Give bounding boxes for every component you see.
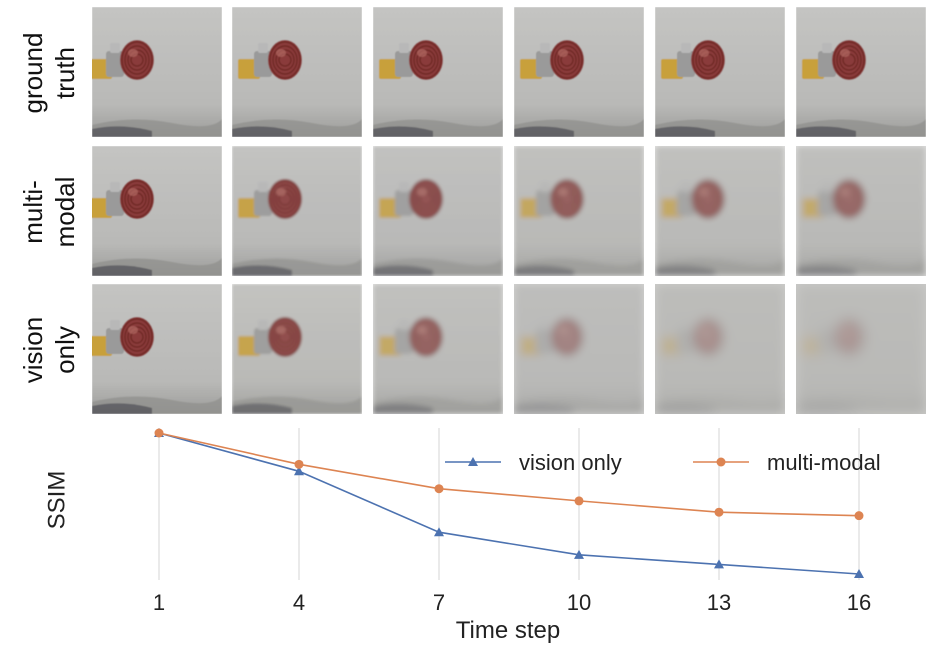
series-multi-modal <box>154 428 864 521</box>
frame-multi_modal-4 <box>514 146 644 276</box>
series-lines <box>154 428 864 578</box>
legend-marker <box>716 457 726 467</box>
legend-item: vision only <box>445 450 622 475</box>
row-label-line-2: truth <box>50 46 80 100</box>
data-point <box>854 511 864 521</box>
frame-vision_only-4 <box>514 284 644 414</box>
x-tick-label: 16 <box>847 590 871 615</box>
row-label-ground-truth: ground truth <box>4 8 94 138</box>
grid-lines <box>158 428 860 580</box>
row-label-line-1: multi- <box>18 180 48 244</box>
frame-ground_truth-4 <box>514 7 644 137</box>
frame-ground_truth-6 <box>796 7 926 137</box>
legend-item: multi-modal <box>693 450 881 475</box>
x-tick-label: 1 <box>153 590 165 615</box>
data-point <box>574 496 584 506</box>
frame-vision_only-3 <box>373 284 503 414</box>
row-label-line-2: modal <box>50 176 80 248</box>
data-point <box>294 459 304 469</box>
frame-ground_truth-3 <box>373 7 503 137</box>
legend-label: multi-modal <box>767 450 881 475</box>
row-label-multi-modal: multi-modal <box>4 147 94 277</box>
frame-ground_truth-1 <box>92 7 222 137</box>
data-point <box>714 507 724 517</box>
legend: vision only multi-modal <box>445 450 881 475</box>
x-tick-labels: 1 4 7 10 13 16 <box>153 590 871 615</box>
x-tick-label: 4 <box>293 590 305 615</box>
series-vision-only <box>154 428 864 578</box>
frame-vision_only-6 <box>796 284 926 414</box>
row-label-line-1: ground <box>18 32 48 114</box>
y-axis-label: SSIM <box>43 471 70 530</box>
frame-multi_modal-2 <box>232 146 362 276</box>
data-point <box>434 484 444 494</box>
series-line <box>158 432 860 575</box>
frame-multi_modal-3 <box>373 146 503 276</box>
data-point <box>854 569 864 578</box>
ssim-line-chart: 1 4 7 10 13 16 SSIM Time step vision only mult… <box>43 428 881 644</box>
data-point <box>434 527 444 537</box>
frame-multi_modal-1 <box>92 146 222 276</box>
row-label-line-1: vision <box>18 316 48 384</box>
series-line <box>158 432 860 517</box>
frame-vision_only-2 <box>232 284 362 414</box>
legend-marker <box>468 457 478 466</box>
data-point <box>714 559 724 569</box>
frame-multi_modal-6 <box>796 146 926 276</box>
frame-ground_truth-5 <box>655 7 785 137</box>
data-point <box>294 466 304 476</box>
frame-ground_truth-2 <box>232 7 362 137</box>
frame-vision_only-1 <box>92 284 222 414</box>
row-label-line-2: only <box>50 326 80 374</box>
x-axis-label: Time step <box>456 617 560 644</box>
row-label-vision-only: vision only <box>4 285 94 415</box>
x-tick-label: 10 <box>567 590 591 615</box>
frame-vision_only-5 <box>655 284 785 414</box>
x-tick-label: 13 <box>707 590 731 615</box>
data-point <box>574 549 584 559</box>
x-tick-label: 7 <box>433 590 445 615</box>
legend-label: vision only <box>519 450 622 475</box>
frame-multi_modal-5 <box>655 146 785 276</box>
data-point <box>154 428 164 438</box>
